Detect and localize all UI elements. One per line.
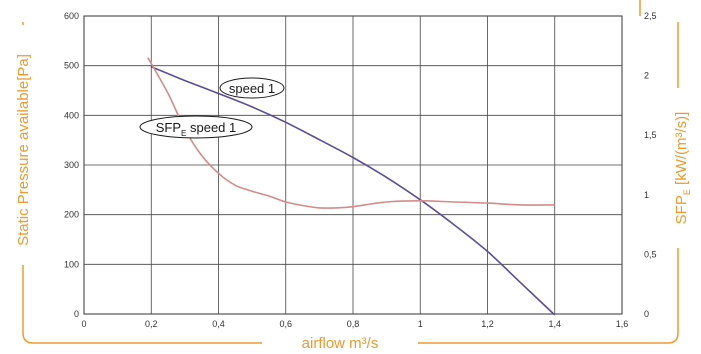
- y-right-title-sub: E: [682, 189, 692, 195]
- annotation-label-sfp: SFPE speed 1: [156, 120, 237, 138]
- x-tick-label: 0,8: [347, 319, 360, 329]
- y-right-title-background: [670, 88, 694, 248]
- annotation-bubble-sfp: [139, 115, 253, 139]
- annotation-sfp-sub: E: [181, 129, 186, 138]
- y-right-tick-label: 2: [644, 71, 649, 81]
- grid: [83, 15, 623, 315]
- series: [147, 57, 556, 316]
- annotation-sfp-main: SFP: [156, 120, 181, 135]
- y-right-title-rest: [kW/(m³/s)]: [673, 112, 690, 189]
- frame-outline: [22, 22, 679, 344]
- series-line-sfp-speed-1: [147, 57, 555, 209]
- y-left-tick-label: 200: [64, 210, 79, 220]
- x-tick-label: 1,6: [616, 319, 629, 329]
- y-right-tick-label: 0: [644, 309, 649, 319]
- y-left-axis-title: Static Pressure available[Pa]: [15, 54, 32, 246]
- annotation-bubble-speed-1: [219, 77, 285, 99]
- y-left-tick-label: 500: [64, 61, 79, 71]
- tick-labels: 0 0,2 0,4 0,6 0,8 1 1,2 1,4 1,6 0 100 200 300 400 500 6…: [64, 11, 657, 329]
- y-left-title-background: [13, 25, 35, 265]
- y-left-tick-label: 100: [64, 259, 79, 269]
- annotation-sfp-rest: speed 1: [186, 120, 236, 135]
- x-tick-label: 0,4: [212, 319, 225, 329]
- annotation-label-speed-1: speed 1: [229, 81, 275, 96]
- x-tick-label: 0,6: [279, 319, 292, 329]
- y-right-tick-label: 1,5: [644, 130, 657, 140]
- x-tick-label: 0,2: [145, 319, 158, 329]
- y-right-tick-label: 2,5: [644, 11, 657, 21]
- orange-frame: [22, 0, 679, 344]
- x-axis-title-background: [262, 334, 418, 352]
- y-right-tick-label: 1: [644, 190, 649, 200]
- y-right-title-main: SFP: [673, 195, 690, 224]
- y-left-tick-label: 600: [64, 11, 79, 21]
- y-right-tick-label: 0,5: [644, 249, 657, 259]
- x-tick-label: 1,4: [548, 319, 561, 329]
- y-left-tick-label: 0: [74, 309, 79, 319]
- y-left-tick-label: 400: [64, 110, 79, 120]
- y-left-tick-label: 300: [64, 160, 79, 170]
- series-line-speed-1: [150, 65, 556, 316]
- x-tick-label: 1: [418, 319, 423, 329]
- x-tick-label: 1,2: [481, 319, 494, 329]
- x-axis-title: airflow m³/s: [302, 335, 379, 352]
- x-tick-label: 0: [81, 319, 86, 329]
- y-right-axis-title: SFPE [kW/(m³/s)]: [673, 112, 692, 225]
